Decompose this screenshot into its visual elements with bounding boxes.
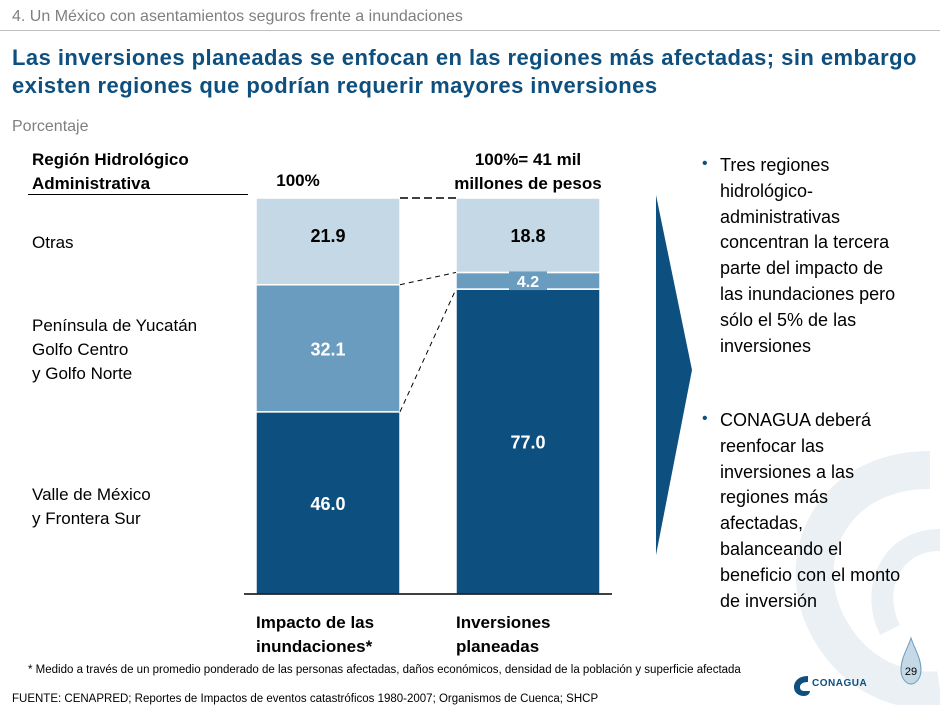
data-label: 18.8 [510,226,545,246]
data-label: 32.1 [310,339,345,359]
connector-line [399,288,457,413]
bar-segment [455,197,601,274]
page-number: 29 [904,666,918,678]
region-label-line: Otras [32,233,74,252]
data-label: 77.0 [510,433,545,453]
background-swirl-icon [795,451,940,705]
region-header-rule [28,194,248,195]
bullet-text-1: Tres regiones hidrológico-administrativa… [720,155,896,356]
bar-segment [455,288,601,595]
bar-segment [255,283,401,413]
bullet-dot-icon: • [702,155,708,172]
bullet-text-2: CONAGUA deberá reenfocar las inversiones… [720,410,901,611]
total-label: 100% [276,171,319,190]
region-header-line1: Región Hidrológico [32,150,189,169]
unit-label: Porcentaje [12,118,89,135]
region-label-otras: Otras [32,231,74,255]
footnote: * Medido a través de un promedio pondera… [28,664,741,676]
region-label-line: y Golfo Norte [32,364,133,383]
category-label: planeadas [456,637,539,656]
section-label: 4. Un México con asentamientos seguros f… [12,8,463,25]
region-label-valle-frontera: Valle de México y Frontera Sur [32,483,151,531]
water-drop-icon [900,636,922,685]
category-label: Inversiones [456,613,551,632]
region-column-header: Región Hidrológico Administrativa [32,148,189,196]
region-label-yucatan-golfo: Península de Yucatán Golfo Centro y Golf… [32,314,197,386]
total-label: millones de pesos [454,174,601,193]
small-value-box [509,271,547,291]
region-label-line: y Frontera Sur [32,509,141,528]
chevron-arrow-icon [656,195,692,555]
conagua-logo-icon [794,676,810,696]
data-label: 46.0 [310,494,345,514]
total-label: 100%= 41 mil [475,150,581,169]
bullet-dot-icon: • [702,410,708,427]
bar-segment [255,197,401,286]
header-divider [0,30,940,31]
slide-title: Las inversiones planeadas se enfocan en … [12,45,917,98]
region-label-line: Península de Yucatán [32,316,198,335]
data-label: 21.9 [310,226,345,246]
conagua-logo-text: CONAGUA [812,678,868,689]
region-header-line2: Administrativa [32,174,151,193]
region-label-line: Golfo Centro [32,340,129,359]
connector-line [399,271,457,286]
category-label: Impacto de las [256,613,374,632]
region-label-line: Valle de México [32,485,151,504]
source-note: FUENTE: CENAPRED; Reportes de Impactos d… [12,693,599,705]
chart-layer: 46.0 32.1 21.9 77.0 4.2 18.8 100% 100%= 41 mil m… [244,150,612,656]
data-label: 4.2 [517,274,539,291]
category-label: inundaciones* [256,637,373,656]
